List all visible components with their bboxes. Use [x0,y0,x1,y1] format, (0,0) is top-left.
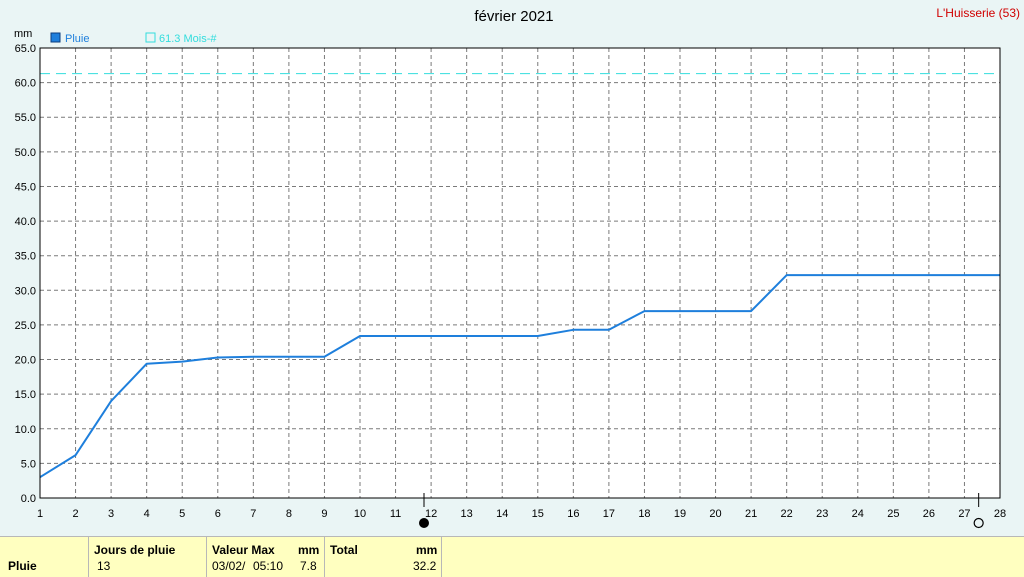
y-tick-label: 55.0 [15,112,36,124]
summary-col-label: Pluie [0,537,89,577]
legend-series-swatch [50,32,61,43]
x-tick-label: 25 [887,508,899,520]
x-tick-label: 20 [709,508,721,520]
series-pluie [39,274,1000,479]
legend-series-label: Pluie [65,33,89,45]
y-tick-label: 35.0 [15,251,36,263]
summary-row-label: Pluie [8,559,37,573]
x-tick-label: 27 [958,508,970,520]
rain-days-value: 13 [97,559,111,573]
total-header: Total [330,543,358,557]
x-tick-label: 8 [286,508,292,520]
x-tick-label: 14 [496,508,508,520]
summary-col-total: Total mm 32.2 [325,537,442,577]
summary-table: Pluie Jours de pluie 13 Valeur Max mm 03… [0,536,1024,577]
grid [40,48,1000,498]
y-tick-label: 5.0 [21,458,36,470]
y-tick-label: 50.0 [15,147,36,159]
y-tick-label: 30.0 [15,285,36,297]
max-date: 03/02/ [212,559,246,573]
series-line-pluie [39,274,1000,479]
y-tick-label: 45.0 [15,181,36,193]
x-tick-label: 12 [425,508,437,520]
x-tick-label: 16 [567,508,579,520]
y-tick-label: 65.0 [15,43,36,55]
x-tick-label: 26 [923,508,935,520]
max-value: 7.8 [300,559,317,573]
x-tick-label: 13 [461,508,473,520]
total-unit: mm [416,543,438,557]
x-tick-label: 1 [37,508,43,520]
moon-markers [419,493,984,529]
plot-background [40,48,1000,498]
x-tick-label: 17 [603,508,615,520]
x-tick-label: 15 [532,508,544,520]
y-tick-label: 0.0 [21,493,36,505]
plot-border [39,47,1001,499]
x-tick-label: 21 [745,508,757,520]
y-tick-label: 15.0 [15,389,36,401]
moon-outline-icon [973,517,984,529]
total-value: 32.2 [413,559,437,573]
summary-col-max: Valeur Max mm 03/02/ 05:10 7.8 [207,537,325,577]
chart-title: février 2021 [474,8,553,25]
max-header: Valeur Max [212,543,275,557]
x-tick-label: 19 [674,508,686,520]
x-tick-label: 24 [852,508,864,520]
y-tick-label: 40.0 [15,216,36,228]
y-tick-label: 20.0 [15,355,36,367]
y-axis-ticks: 0.0 5.0 10.0 15.0 20.0 25.0 30.0 35.0 40.0 45.0 50… [15,43,36,505]
x-tick-label: 23 [816,508,828,520]
x-tick-label: 5 [179,508,185,520]
x-tick-label: 10 [354,508,366,520]
x-tick-label: 7 [250,508,256,520]
legend-ref-label: 61.3 Mois-# [159,33,217,45]
y-tick-label: 60.0 [15,78,36,90]
x-tick-label: 6 [215,508,221,520]
y-axis-unit: mm [14,28,32,40]
x-tick-label: 4 [144,508,150,520]
y-tick-label: 25.0 [15,320,36,332]
x-tick-label: 18 [638,508,650,520]
legend: Pluie 61.3 Mois-# [50,32,217,45]
station-name: L'Huisserie (53) [936,6,1020,20]
x-tick-label: 28 [994,508,1006,520]
x-tick-label: 22 [781,508,793,520]
x-tick-label: 3 [108,508,114,520]
rain-chart: 0.0 5.0 10.0 15.0 20.0 25.0 30.0 35.0 40.0 45.0 50… [14,6,1020,529]
max-unit: mm [298,543,320,557]
legend-ref-swatch [145,32,156,43]
y-tick-label: 10.0 [15,424,36,436]
rain-days-header: Jours de pluie [94,543,176,557]
x-tick-label: 11 [390,508,401,520]
x-tick-label: 2 [72,508,78,520]
summary-col-rain-days: Jours de pluie 13 [89,537,207,577]
x-tick-label: 9 [321,508,327,520]
max-time: 05:10 [253,559,284,573]
x-axis-ticks: 1 2 3 4 5 6 7 8 9 10 11 12 13 14 15 16 17 18 19 20 21 22 23 24 2… [37,508,1006,520]
moon-filled-icon [419,518,429,528]
